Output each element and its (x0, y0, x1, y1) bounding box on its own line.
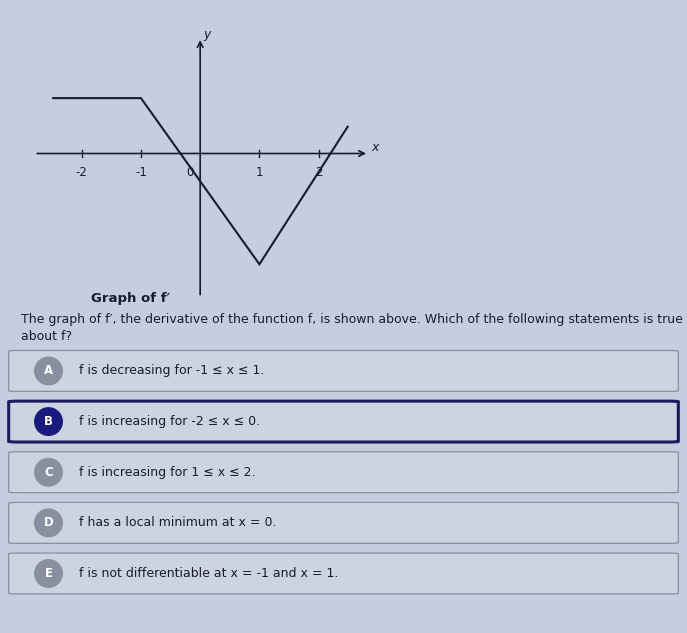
Ellipse shape (35, 458, 63, 486)
Text: y: y (203, 28, 211, 41)
Text: -1: -1 (135, 166, 147, 179)
Text: B: B (44, 415, 53, 428)
Text: E: E (45, 567, 52, 580)
FancyBboxPatch shape (9, 503, 678, 543)
Text: Graph of f′: Graph of f′ (91, 292, 170, 305)
Text: f has a local minimum at x = 0.: f has a local minimum at x = 0. (79, 517, 277, 529)
Ellipse shape (35, 408, 63, 436)
Text: D: D (44, 517, 54, 529)
FancyBboxPatch shape (9, 351, 678, 391)
Text: C: C (44, 466, 53, 479)
Text: 2: 2 (315, 166, 322, 179)
Text: x: x (371, 141, 379, 154)
Ellipse shape (35, 509, 63, 537)
Text: The graph of f′, the derivative of the function f, is shown above. Which of the : The graph of f′, the derivative of the f… (21, 313, 682, 327)
Text: f is increasing for -2 ≤ x ≤ 0.: f is increasing for -2 ≤ x ≤ 0. (79, 415, 260, 428)
Ellipse shape (35, 560, 63, 587)
Text: f is decreasing for -1 ≤ x ≤ 1.: f is decreasing for -1 ≤ x ≤ 1. (79, 365, 264, 377)
Text: f is not differentiable at x = -1 and x = 1.: f is not differentiable at x = -1 and x … (79, 567, 339, 580)
FancyBboxPatch shape (9, 452, 678, 492)
Text: f is increasing for 1 ≤ x ≤ 2.: f is increasing for 1 ≤ x ≤ 2. (79, 466, 256, 479)
Ellipse shape (35, 357, 63, 385)
Text: A: A (44, 365, 53, 377)
Text: -2: -2 (76, 166, 88, 179)
FancyBboxPatch shape (9, 401, 678, 442)
FancyBboxPatch shape (9, 553, 678, 594)
Text: 0: 0 (185, 166, 193, 179)
Text: about f?: about f? (21, 330, 71, 344)
Text: 1: 1 (256, 166, 263, 179)
